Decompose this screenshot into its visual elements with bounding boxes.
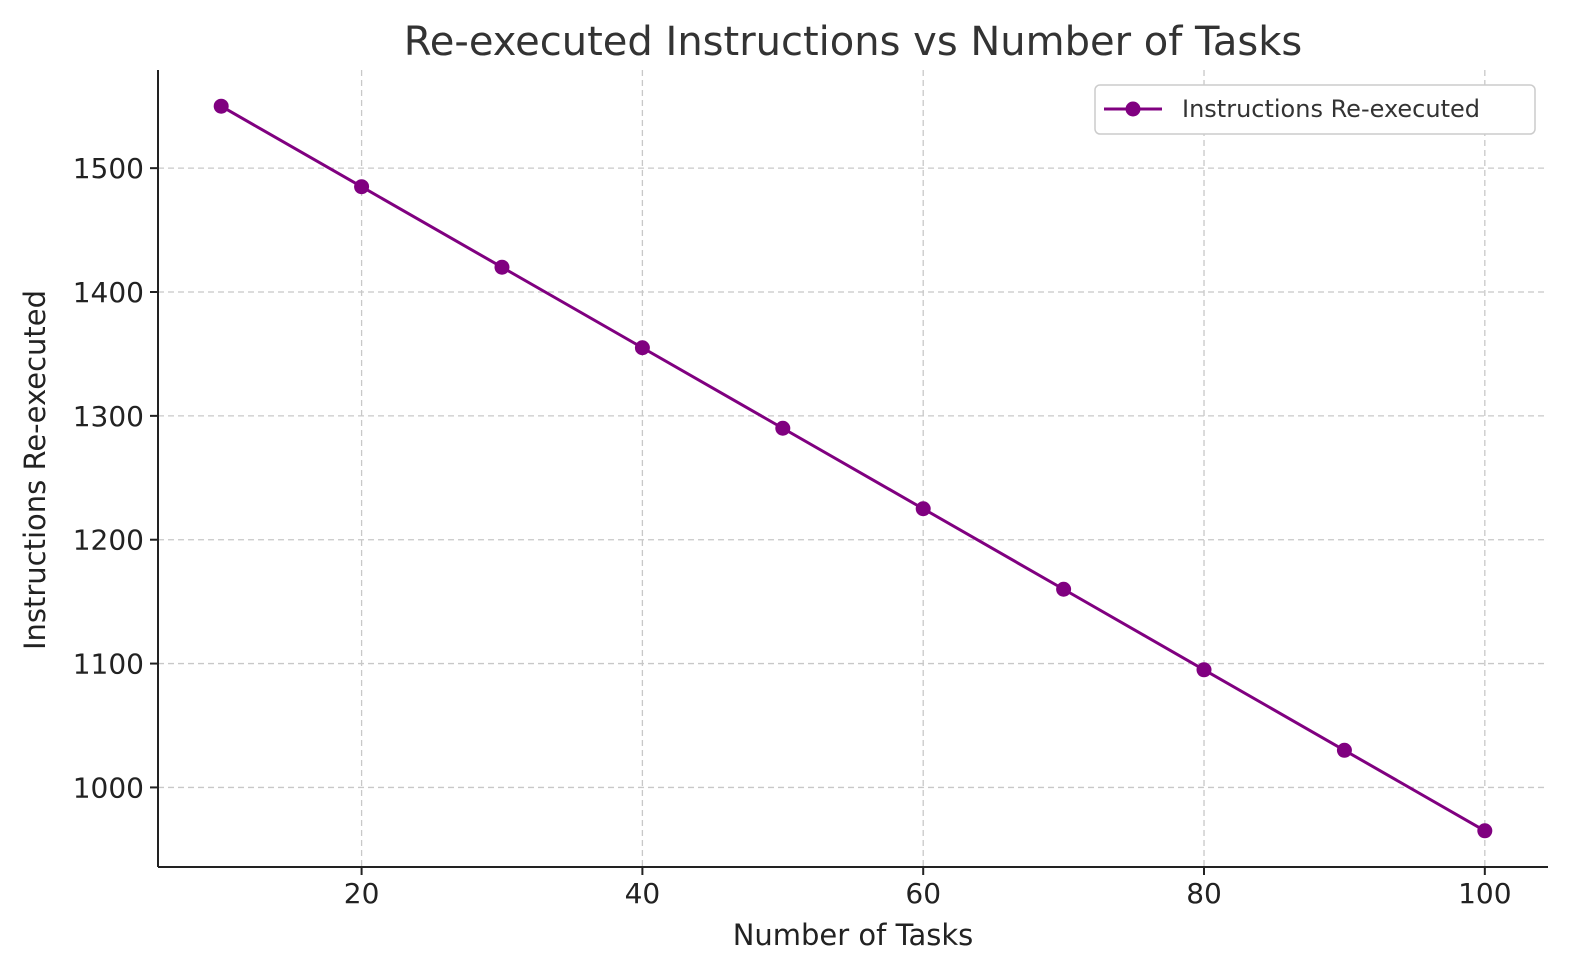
ticks-layer: 20 40 60 80 100 1000 1100 1200 1300 1400 1500 <box>73 152 1512 910</box>
x-tick-label: 100 <box>1458 877 1511 910</box>
data-point <box>1477 823 1493 839</box>
y-tick-label: 1000 <box>73 771 144 804</box>
y-tick-label: 1400 <box>73 276 144 309</box>
y-tick-label: 1100 <box>73 648 144 681</box>
x-tick-label: 20 <box>344 877 380 910</box>
x-tick-label: 40 <box>625 877 661 910</box>
data-point <box>775 420 791 436</box>
data-point <box>1336 742 1352 758</box>
data-point <box>213 98 229 114</box>
data-point <box>915 501 931 517</box>
series-layer <box>213 98 1493 839</box>
data-point <box>494 259 510 275</box>
legend-marker-swatch <box>1125 101 1141 117</box>
legend: Instructions Re-executed <box>1094 84 1536 135</box>
data-point <box>354 179 370 195</box>
x-tick-label: 80 <box>1186 877 1222 910</box>
y-tick-label: 1300 <box>73 400 144 433</box>
grid-layer <box>158 70 1548 867</box>
y-tick-label: 1200 <box>73 524 144 557</box>
y-tick-label: 1500 <box>73 152 144 185</box>
series-line <box>220 104 1486 833</box>
legend-box <box>1094 84 1536 135</box>
x-axis-label: Number of Tasks <box>733 918 974 952</box>
data-point <box>634 340 650 356</box>
data-point <box>1196 662 1212 678</box>
legend-label: Instructions Re-executed <box>1182 95 1480 123</box>
x-tick-label: 60 <box>905 877 941 910</box>
chart-title: Re-executed Instructions vs Number of Ta… <box>404 19 1302 65</box>
data-point <box>1056 581 1072 597</box>
y-axis-label: Instructions Re-executed <box>18 290 52 650</box>
axes-layer <box>157 70 1548 868</box>
